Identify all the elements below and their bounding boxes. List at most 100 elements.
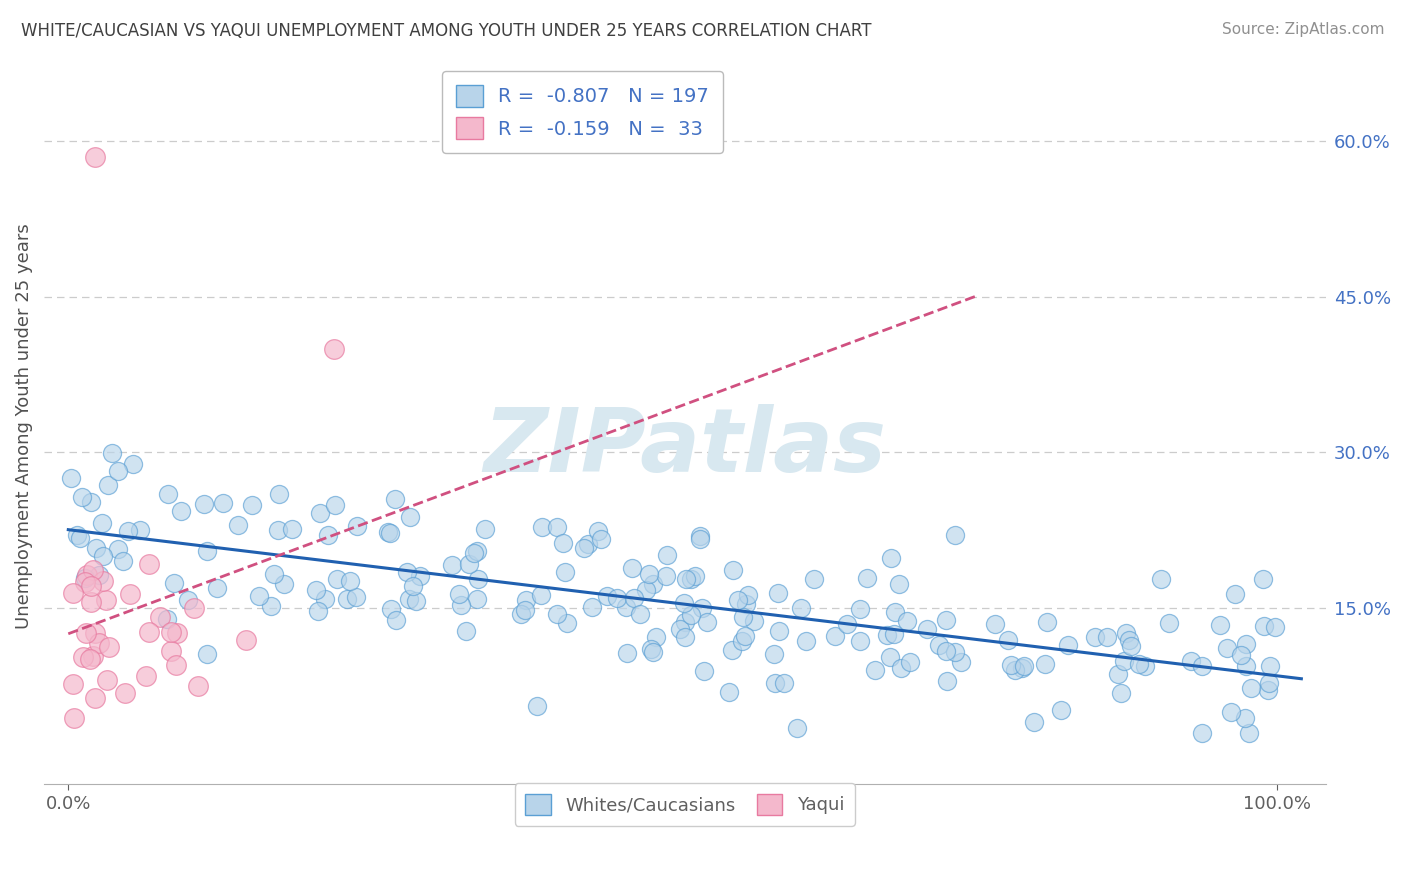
Point (75, 571, 97, 585)
Point (1180, 655, 1202, 669)
Point (526, 698, 548, 713)
Point (876, 627, 898, 641)
Point (606, 591, 628, 606)
Point (1237, 725, 1260, 739)
Point (1084, 630, 1107, 644)
Point (773, 676, 796, 690)
Point (1095, 630, 1118, 644)
Point (247, 589, 270, 603)
Point (377, 524, 399, 539)
Point (1258, 658, 1281, 673)
Point (581, 599, 603, 614)
Point (75, 574, 97, 589)
Point (690, 601, 713, 615)
Point (683, 569, 706, 583)
Point (1233, 711, 1256, 725)
Point (447, 586, 470, 600)
Point (70, 490, 93, 504)
Point (790, 601, 813, 615)
Point (149, 610, 172, 624)
Point (138, 557, 160, 571)
Point (1057, 638, 1080, 652)
Point (69, 532, 91, 546)
Point (97, 478, 120, 492)
Point (766, 585, 789, 599)
Point (1112, 654, 1135, 668)
Point (1115, 626, 1137, 640)
Point (984, 617, 1007, 632)
Point (396, 566, 419, 580)
Point (734, 629, 756, 643)
Point (733, 610, 755, 624)
Point (112, 553, 135, 567)
Point (80, 495, 103, 509)
Point (696, 615, 718, 629)
Point (673, 630, 696, 644)
Point (281, 522, 304, 536)
Point (183, 601, 205, 615)
Point (1159, 616, 1181, 631)
Point (72, 649, 94, 664)
Point (794, 634, 817, 648)
Point (326, 572, 349, 586)
Point (890, 661, 912, 675)
Point (742, 615, 765, 629)
Text: WHITE/CAUCASIAN VS YAQUI UNEMPLOYMENT AMONG YOUTH UNDER 25 YEARS CORRELATION CHA: WHITE/CAUCASIAN VS YAQUI UNEMPLOYMENT AM… (21, 22, 872, 40)
Point (935, 644, 957, 658)
Point (689, 533, 711, 547)
Point (616, 599, 638, 614)
Point (405, 594, 427, 608)
Point (441, 558, 464, 573)
Point (156, 612, 179, 626)
Point (623, 591, 645, 606)
Point (1251, 572, 1274, 586)
Point (673, 615, 696, 629)
Point (576, 537, 599, 551)
Point (269, 487, 291, 501)
Point (555, 616, 578, 631)
Point (721, 563, 744, 577)
Point (898, 655, 921, 669)
Point (339, 574, 361, 588)
Point (546, 607, 568, 622)
Point (640, 642, 662, 657)
Point (314, 591, 336, 606)
Point (378, 525, 401, 540)
Point (83, 150, 105, 164)
Point (59, 471, 82, 485)
Point (212, 495, 235, 509)
Point (166, 626, 188, 640)
Point (935, 613, 957, 627)
Point (76, 567, 98, 582)
Point (883, 605, 905, 619)
Point (135, 669, 157, 683)
Point (1128, 657, 1150, 671)
Point (94, 592, 117, 607)
Point (84, 541, 107, 555)
Point (1024, 714, 1046, 729)
Point (385, 613, 408, 627)
Point (915, 623, 938, 637)
Point (467, 573, 489, 587)
Point (950, 655, 973, 669)
Point (160, 644, 183, 658)
Point (655, 548, 678, 562)
Point (226, 517, 249, 532)
Point (727, 592, 749, 607)
Point (693, 664, 716, 678)
Point (309, 506, 332, 520)
Point (1011, 661, 1033, 675)
Legend: Whites/Caucasians, Yaqui: Whites/Caucasians, Yaqui (515, 783, 855, 825)
Point (681, 608, 703, 623)
Point (634, 582, 657, 597)
Point (156, 487, 179, 501)
Point (887, 577, 910, 591)
Point (531, 520, 554, 534)
Point (107, 464, 129, 478)
Point (402, 579, 425, 593)
Point (515, 593, 537, 607)
Point (546, 520, 568, 534)
Point (63, 710, 86, 724)
Point (628, 607, 651, 621)
Point (162, 576, 184, 591)
